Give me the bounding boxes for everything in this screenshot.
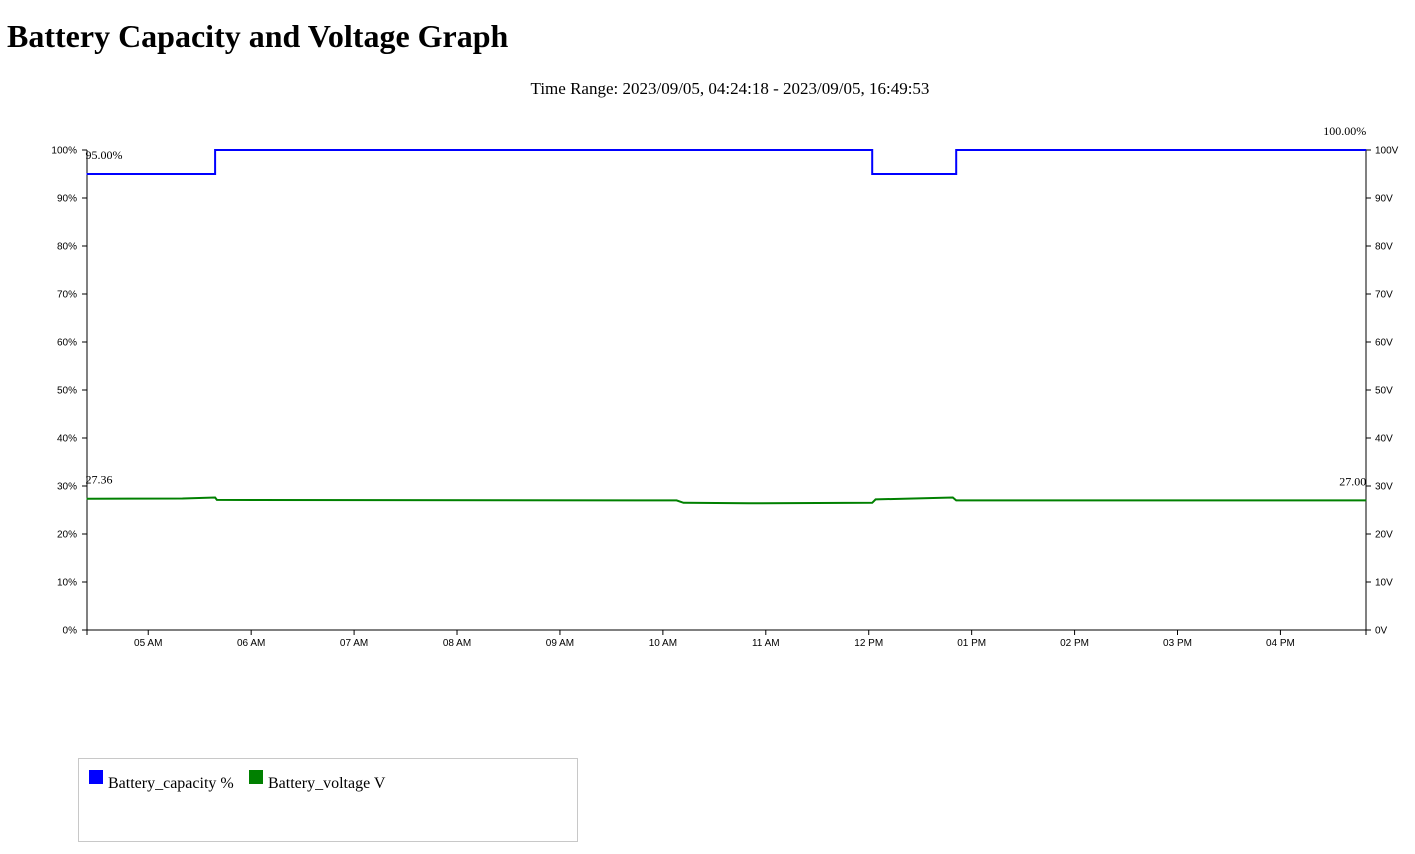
right-y-tick-label: 50V xyxy=(1375,386,1393,397)
legend-item-battery-capacity: Battery_capacity % xyxy=(89,769,234,793)
left-y-tick-label: 10% xyxy=(57,578,77,589)
first-value-label-battery-capacity: 95.00% xyxy=(85,148,122,162)
right-y-tick-label: 40V xyxy=(1375,434,1393,445)
legend-label-battery-capacity: Battery_capacity % xyxy=(108,775,234,792)
right-y-tick-label: 60V xyxy=(1375,338,1393,349)
right-y-tick-label: 0V xyxy=(1375,626,1388,637)
legend-swatch-battery-capacity xyxy=(89,770,103,784)
series-line-battery-capacity xyxy=(86,149,1367,175)
x-tick-label: 06 AM xyxy=(237,638,265,649)
first-value-label-battery-voltage: 27.36 xyxy=(85,473,112,487)
left-y-tick-label: 80% xyxy=(57,242,77,253)
x-tick-label: 09 AM xyxy=(546,638,574,649)
x-tick-label: 02 PM xyxy=(1060,638,1089,649)
x-tick-label: 04 PM xyxy=(1266,638,1295,649)
right-y-tick-label: 90V xyxy=(1375,194,1393,205)
legend-swatch-battery-voltage xyxy=(249,770,263,784)
right-y-tick-label: 70V xyxy=(1375,290,1393,301)
right-y-tick-label: 10V xyxy=(1375,578,1393,589)
chart-legend: Battery_capacity % Battery_voltage V xyxy=(78,758,578,842)
x-tick-label: 05 AM xyxy=(134,638,162,649)
x-tick-label: 10 AM xyxy=(649,638,677,649)
last-value-label-battery-voltage: 27.00 xyxy=(1339,474,1366,488)
left-y-tick-label: 20% xyxy=(57,530,77,541)
right-y-tick-label: 80V xyxy=(1375,242,1393,253)
left-y-tick-label: 100% xyxy=(51,146,77,157)
legend-item-battery-voltage: Battery_voltage V xyxy=(249,769,385,793)
left-y-tick-label: 90% xyxy=(57,194,77,205)
right-y-tick-label: 30V xyxy=(1375,482,1393,493)
left-y-tick-label: 70% xyxy=(57,290,77,301)
last-value-label-battery-capacity: 100.00% xyxy=(1323,124,1366,138)
x-tick-label: 12 PM xyxy=(854,638,883,649)
x-tick-label: 03 PM xyxy=(1163,638,1192,649)
x-tick-label: 11 AM xyxy=(752,638,780,649)
x-tick-label: 01 PM xyxy=(957,638,986,649)
right-y-tick-label: 100V xyxy=(1375,146,1399,157)
left-y-tick-label: 50% xyxy=(57,386,77,397)
time-range-label: Time Range: 2023/09/05, 04:24:18 - 2023/… xyxy=(530,79,930,98)
x-tick-label: 07 AM xyxy=(340,638,368,649)
left-y-tick-label: 60% xyxy=(57,338,77,349)
right-y-tick-label: 20V xyxy=(1375,530,1393,541)
left-y-tick-label: 30% xyxy=(57,482,77,493)
left-y-tick-label: 0% xyxy=(63,626,78,637)
page-title: Battery Capacity and Voltage Graph xyxy=(7,18,509,54)
series-line-battery-voltage xyxy=(86,496,1367,505)
left-y-tick-label: 40% xyxy=(57,434,77,445)
legend-label-battery-voltage: Battery_voltage V xyxy=(268,775,386,792)
x-tick-label: 08 AM xyxy=(443,638,471,649)
